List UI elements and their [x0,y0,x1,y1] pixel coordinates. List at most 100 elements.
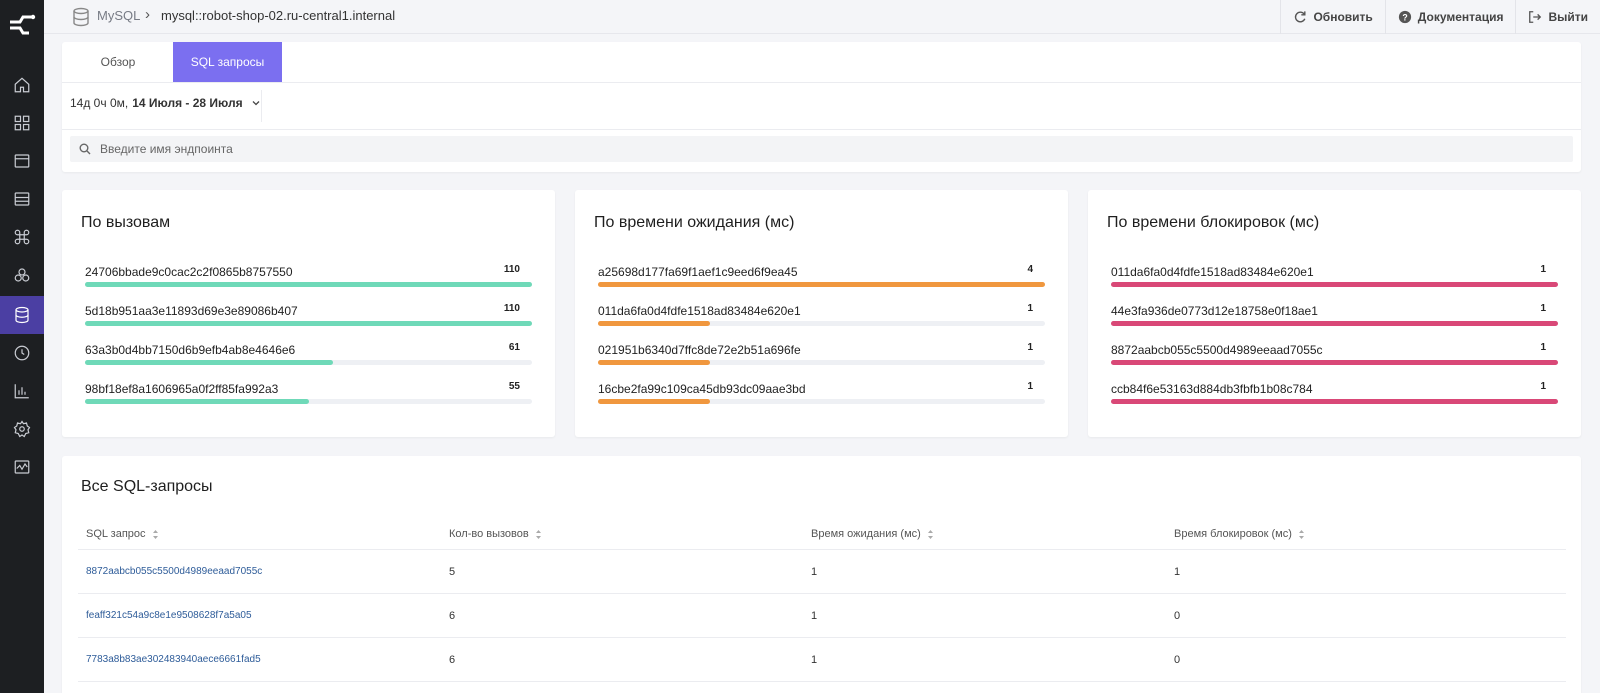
wait-time-cell: 1 [811,566,818,578]
bar-track [1111,360,1558,365]
bar-value: 55 [508,381,520,392]
sql-query-link[interactable]: 7783a8b83ae302483940aece6661fad5 [86,654,261,665]
bar-label: 44e3fa936de0773d12e18758e0f18ae1 [1111,304,1318,318]
tab-sql-queries[interactable]: SQL запросы [173,42,282,82]
sidebar [0,0,44,693]
tab-overview[interactable]: Обзор [100,55,136,69]
bar-row[interactable]: 021951b6340d7ffc8de72e2b51a696fe 1 [598,340,1045,370]
bar-label: 8872aabcb055c5500d4989eeaad7055c [1111,343,1323,357]
bar-row[interactable]: 63a3b0d4bb7150d6b9efb4ab8e4646e6 61 [85,340,532,370]
bar-track [85,399,532,404]
refresh-label: Обновить [1313,10,1373,24]
bar-value: 110 [503,303,520,314]
bar-value: 1 [1027,342,1033,353]
bar-row[interactable]: 16cbe2fa99c109ca45db93dc09aae3bd 1 [598,379,1045,409]
card-title: По времени ожидания (мс) [594,214,795,231]
column-header-sql[interactable]: SQL запрос [86,528,159,540]
bar-fill [85,399,309,404]
filter-panel: Обзор SQL запросы 14д 0ч 0м, 14 Июля - 2… [62,42,1581,172]
bar-row[interactable]: 44e3fa936de0773d12e18758e0f18ae1 1 [1111,301,1558,331]
sidebar-item-applications[interactable] [0,142,44,180]
header-actions: Обновить ? Документация Выйти [1280,0,1600,34]
services-circles-icon [14,268,30,282]
bar-fill [85,360,334,365]
breadcrumb-separator: › [145,6,150,23]
sidebar-item-metrics[interactable] [0,372,44,410]
breadcrumb-root[interactable]: MySQL [97,8,141,23]
bar-fill [1111,282,1558,287]
search-icon [79,143,91,155]
bar-label: 5d18b951aa3e11893d69e3e89086b407 [85,304,298,318]
sql-query-link[interactable]: feaff321c54a9c8e1e9508628f7a5a05 [86,610,252,621]
lock-time-cell: 0 [1174,610,1181,622]
bar-track [85,360,532,365]
sql-query-link[interactable]: 8872aabcb055c5500d4989eeaad7055c [86,566,263,577]
column-header-label: Время блокировок (мс) [1174,528,1292,540]
bar-row[interactable]: 011da6fa0d4fdfe1518ad83484e620e1 1 [598,301,1045,331]
sidebar-item-services[interactable] [0,256,44,294]
column-header-calls[interactable]: Кол-во вызовов [449,528,542,540]
bar-value: 1 [1540,381,1546,392]
command-icon [14,229,30,245]
logout-label: Выйти [1548,10,1588,24]
bar-track [85,282,532,287]
logout-button[interactable]: Выйти [1515,0,1600,34]
bar-row[interactable]: 98bf18ef8a1606965a0f2ff85fa992a3 55 [85,379,532,409]
sidebar-item-home[interactable] [0,66,44,104]
sidebar-item-monitoring[interactable] [0,448,44,486]
endpoint-search-input[interactable] [100,136,1560,162]
bar-fill [1111,321,1558,326]
sidebar-item-servers[interactable] [0,180,44,218]
bar-row[interactable]: 24706bbade9c0cac2c2f0865b8757550 110 [85,262,532,292]
sidebar-item-settings[interactable] [0,410,44,448]
bar-track [598,321,1045,326]
docs-label: Документация [1417,10,1504,24]
bar-label: ccb84f6e53163d884db3fbfb1b08c784 [1111,382,1313,396]
bar-value: 1 [1027,381,1033,392]
bar-fill [1111,399,1558,404]
bar-track [598,399,1045,404]
bar-row[interactable]: 011da6fa0d4fdfe1518ad83484e620e1 1 [1111,262,1558,292]
search-box [70,136,1573,162]
sidebar-item-history[interactable] [0,334,44,372]
server-list-icon [14,192,30,206]
divider [62,82,1581,83]
sidebar-item-dashboards[interactable] [0,104,44,142]
bar-fill [598,360,710,365]
column-header-wait-time[interactable]: Время ожидания (мс) [811,528,934,540]
calls-cell: 6 [449,610,456,622]
bar-row[interactable]: ccb84f6e53163d884db3fbfb1b08c784 1 [1111,379,1558,409]
refresh-icon [1295,11,1306,23]
bar-label: a25698d177fa69f1aef1c9eed6f9ea45 [598,265,798,279]
sidebar-item-databases[interactable] [0,296,44,334]
bar-track [1111,321,1558,326]
activity-monitor-icon [14,460,30,474]
divider [261,90,262,122]
column-header-label: SQL запрос [86,528,146,540]
bar-row[interactable]: a25698d177fa69f1aef1c9eed6f9ea45 4 [598,262,1045,292]
divider [62,129,1581,130]
gear-icon [13,420,31,438]
bar-value: 1 [1540,264,1546,275]
bar-value: 1 [1540,303,1546,314]
bar-chart-icon [14,384,29,399]
refresh-button[interactable]: Обновить [1280,0,1384,34]
app-logo-icon[interactable] [6,10,38,38]
period-selector[interactable]: 14д 0ч 0м, 14 Июля - 28 Июля [70,96,261,110]
docs-button[interactable]: ? Документация [1384,0,1516,34]
top-bar: MySQL › mysql::robot-shop-02.ru-central1… [44,0,1600,34]
dashboard-grid-icon [14,115,30,131]
bar-track [598,360,1045,365]
bar-fill [598,399,710,404]
bar-label: 98bf18ef8a1606965a0f2ff85fa992a3 [85,382,279,396]
bar-fill [85,321,532,326]
bar-row[interactable]: 8872aabcb055c5500d4989eeaad7055c 1 [1111,340,1558,370]
bar-track [1111,399,1558,404]
sidebar-item-integrations[interactable] [0,218,44,256]
database-icon [73,7,89,27]
bar-row[interactable]: 5d18b951aa3e11893d69e3e89086b407 110 [85,301,532,331]
column-header-lock-time[interactable]: Время блокировок (мс) [1174,528,1305,540]
sort-icon [1298,529,1304,539]
bar-label: 021951b6340d7ffc8de72e2b51a696fe [598,343,801,357]
home-icon [14,77,30,93]
